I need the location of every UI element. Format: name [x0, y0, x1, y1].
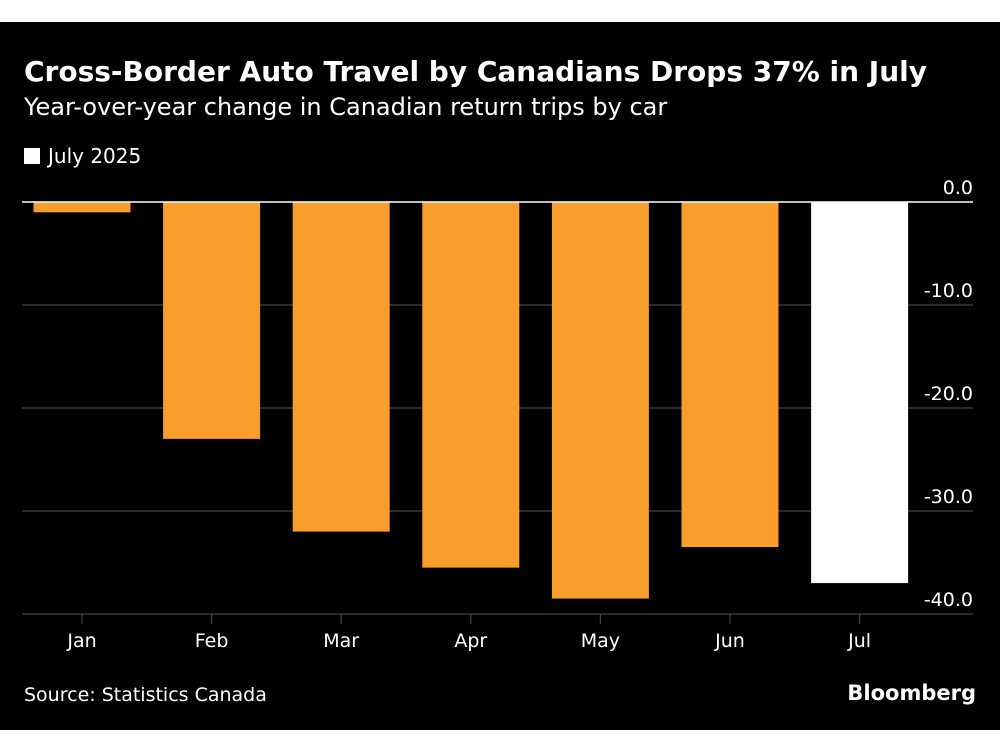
bar-mar: [292, 202, 390, 532]
chart-frame: Cross-Border Auto Travel by Canadians Dr…: [0, 22, 1000, 730]
bar-chart: 0.0 -10.0 -20.0 -30.0 -40.0 Jan Feb Mar Apr May Ju…: [22, 177, 973, 652]
x-tick-label: Jul: [847, 630, 871, 652]
bar-jul: [811, 202, 909, 584]
y-tick-label: -40.0: [924, 589, 973, 611]
y-tick-label: -30.0: [924, 486, 973, 508]
bloomberg-logo: Bloomberg: [847, 681, 976, 705]
y-tick-label: -10.0: [924, 280, 973, 302]
x-tick-label: Jun: [714, 630, 745, 652]
x-tick-label: Mar: [323, 630, 359, 652]
bar-jan: [33, 202, 131, 213]
chart-subtitle: Year-over-year change in Canadian return…: [24, 93, 668, 121]
legend-swatch: [24, 148, 40, 164]
x-tick-label: Feb: [195, 630, 229, 652]
y-tick-label: -20.0: [924, 383, 973, 405]
y-tick-label: 0.0: [943, 177, 973, 199]
source-note: Source: Statistics Canada: [24, 684, 267, 706]
bar-jun: [681, 202, 779, 548]
x-tick-label: Jan: [66, 630, 96, 652]
legend-label: July 2025: [48, 144, 142, 168]
bar-may: [551, 202, 649, 599]
x-tick-label: May: [581, 630, 620, 652]
chart-legend: July 2025: [24, 144, 141, 168]
chart-title: Cross-Border Auto Travel by Canadians Dr…: [24, 55, 927, 88]
bar-feb: [163, 202, 261, 439]
bar-apr: [422, 202, 520, 568]
x-tick-label: Apr: [454, 630, 487, 652]
